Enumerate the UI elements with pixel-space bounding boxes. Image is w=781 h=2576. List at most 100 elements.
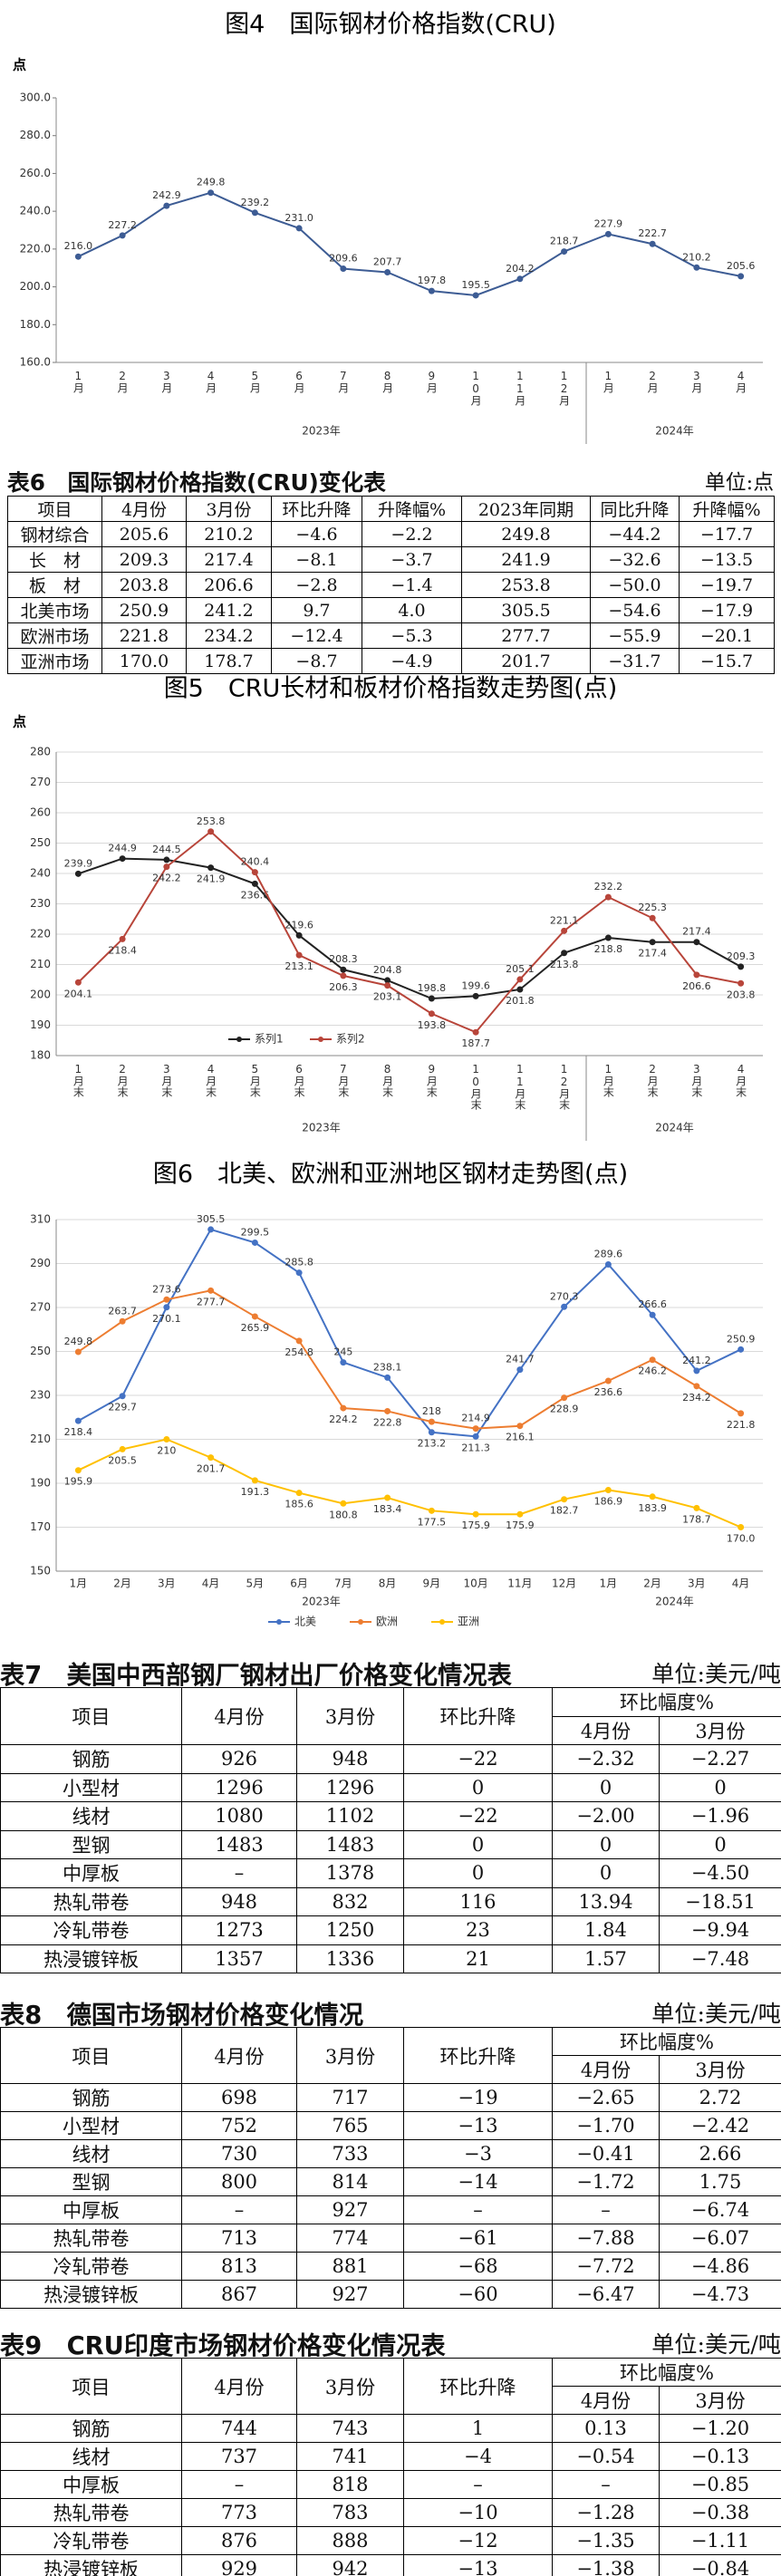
- table-block: 表7 美国中西部钢厂钢材出厂价格变化情况表 单位:美元/吨 项目 4月份 3月份 环比升降…: [0, 1657, 781, 1973]
- x-tick-label: 2月: [646, 370, 659, 394]
- table-cell: 1378: [296, 1858, 404, 1888]
- data-label: 170.0: [727, 1533, 756, 1545]
- data-point: [649, 1311, 656, 1318]
- table-row: 中厚板 –1378 0 0 −4.50: [0, 1858, 781, 1888]
- data-label: 186.9: [594, 1496, 623, 1508]
- data-point: [649, 1493, 656, 1500]
- table-row: 热浸镀锌板 1357 1336 21 1.57 −7.48: [0, 1944, 781, 1973]
- x-tick-label: 4月末: [735, 1063, 747, 1097]
- data-label: 225.3: [638, 902, 667, 913]
- table-cell: 813: [181, 2252, 297, 2281]
- table-cell: 178.7: [186, 648, 272, 674]
- x-tick-label: 1月: [602, 370, 614, 394]
- table-cell: 1102: [296, 1801, 404, 1831]
- data-point: [384, 1374, 391, 1381]
- data-label: 180.8: [329, 1509, 358, 1520]
- chart: 图4 国际钢材价格指数(CRU) 点 160.0 180.0 200.0 220.0 240…: [13, 11, 763, 444]
- table-cell: −17.7: [679, 521, 775, 547]
- table-cell: 948: [296, 1744, 404, 1774]
- data-label: 201.7: [197, 1463, 226, 1475]
- data-point: [384, 982, 391, 989]
- data-point: [472, 1028, 479, 1036]
- x-tick-label: 2月: [113, 1577, 131, 1590]
- table-cell: −0.41: [552, 2139, 660, 2168]
- table: 项目 4月份 3月份 环比升降 升降幅% 2023年同期 同比升降 升降幅% 钢材综合 205.6…: [7, 496, 775, 674]
- table-cell: 741: [296, 2442, 404, 2471]
- data-label: 285.8: [284, 1257, 313, 1269]
- table-cell: 1336: [296, 1944, 404, 1973]
- series-line: [78, 857, 742, 1000]
- table-row: 钢材综合 205.6 210.2 −4.6 −2.2 249.8 −44.2 −17.7: [7, 521, 775, 547]
- column-header: 3月份: [296, 2027, 404, 2084]
- row-header: 冷轧带卷: [0, 2526, 182, 2555]
- table-cell: −2.00: [552, 1801, 660, 1831]
- x-tick-label: 2月: [643, 1577, 661, 1590]
- data-point: [561, 1496, 568, 1503]
- data-point: [604, 1377, 612, 1384]
- data-label: 236.6: [241, 889, 270, 901]
- data-label: 221.8: [727, 1419, 756, 1431]
- data-point: [693, 264, 700, 271]
- data-point: [738, 1346, 745, 1353]
- data-label: 242.9: [152, 189, 181, 201]
- chart: 图5 CRU长材和板材价格指数走势图(点) 点 180 190 200 210 220 230…: [13, 675, 763, 1141]
- table-cell: −2.65: [552, 2083, 660, 2112]
- table-row: 型钢 800 814 −14 −1.72 1.75: [0, 2167, 781, 2196]
- table-cell: 929: [181, 2554, 297, 2576]
- row-header: 钢筋: [0, 2414, 182, 2443]
- table-row: 冷轧带卷 813 881 −68 −7.72 −4.86: [0, 2252, 781, 2281]
- row-header: 热浸镀锌板: [0, 2280, 182, 2309]
- table-row: 线材 737 741 −4 −0.54 −0.13: [0, 2442, 781, 2471]
- data-point: [516, 986, 524, 993]
- column-header: 4月份: [181, 2358, 297, 2415]
- table-cell: 1357: [181, 1944, 297, 1973]
- row-header: 板 材: [7, 572, 102, 598]
- row-header: 长 材: [7, 546, 102, 573]
- x-group-label: 2023年: [302, 1596, 341, 1608]
- table-cell: 0: [552, 1829, 660, 1859]
- data-label: 178.7: [682, 1513, 711, 1525]
- legend-label: 系列2: [336, 1033, 365, 1046]
- x-tick-label: 11月: [514, 370, 526, 407]
- data-label: 241.9: [197, 873, 226, 885]
- table-cell: −0.84: [659, 2554, 781, 2576]
- table-row: 线材 1080 1102 −22 −2.00 −1.96: [0, 1801, 781, 1831]
- data-label: 204.1: [64, 988, 93, 999]
- data-point: [119, 855, 126, 863]
- table-cell: 1: [403, 2414, 553, 2443]
- legend-marker: [439, 1619, 445, 1625]
- table-cell: 752: [181, 2111, 297, 2140]
- data-label: 242.2: [152, 873, 181, 884]
- data-point: [604, 230, 612, 237]
- series-line: [77, 1289, 742, 1430]
- x-tick-label: 1月: [72, 370, 84, 394]
- data-label: 175.9: [506, 1520, 535, 1531]
- data-label: 229.7: [108, 1402, 137, 1413]
- header-row: 4月份 3月份: [1, 2386, 781, 2415]
- data-label: 206.3: [329, 981, 358, 993]
- data-point: [428, 287, 435, 294]
- table-cell: –: [403, 2195, 553, 2224]
- x-tick-label: 10月: [463, 1577, 487, 1590]
- column-header: 项目: [0, 2027, 182, 2084]
- table-cell: 249.8: [461, 521, 591, 547]
- table-cell: 867: [181, 2280, 297, 2309]
- table-cell: 927: [296, 2280, 404, 2309]
- data-point: [693, 1367, 700, 1375]
- x-tick-label: 9月末: [425, 1063, 438, 1097]
- table-cell: −17.9: [679, 597, 775, 623]
- column-subheader: 3月份: [659, 2386, 781, 2415]
- row-header: 热轧带卷: [0, 2224, 182, 2253]
- data-label: 299.5: [241, 1226, 270, 1238]
- table-cell: 277.7: [461, 622, 591, 649]
- table-cell: 698: [181, 2083, 297, 2112]
- table-title: 表9 CRU印度市场钢材价格变化情况表: [0, 2331, 446, 2360]
- data-point: [119, 232, 126, 239]
- table-row: 热轧带卷 773 783 −10 −1.28 −0.38: [0, 2498, 781, 2527]
- data-label: 193.8: [418, 1019, 447, 1031]
- data-point: [295, 931, 303, 939]
- table-cell: −8.7: [271, 648, 362, 674]
- y-tick-label: 190: [30, 1018, 51, 1031]
- column-subheader: 4月份: [552, 1715, 660, 1745]
- table: 项目 4月份 3月份 环比升降 环比幅度% 4月份 3月份 钢筋 698 717 −19 −2.65 2…: [0, 2027, 781, 2309]
